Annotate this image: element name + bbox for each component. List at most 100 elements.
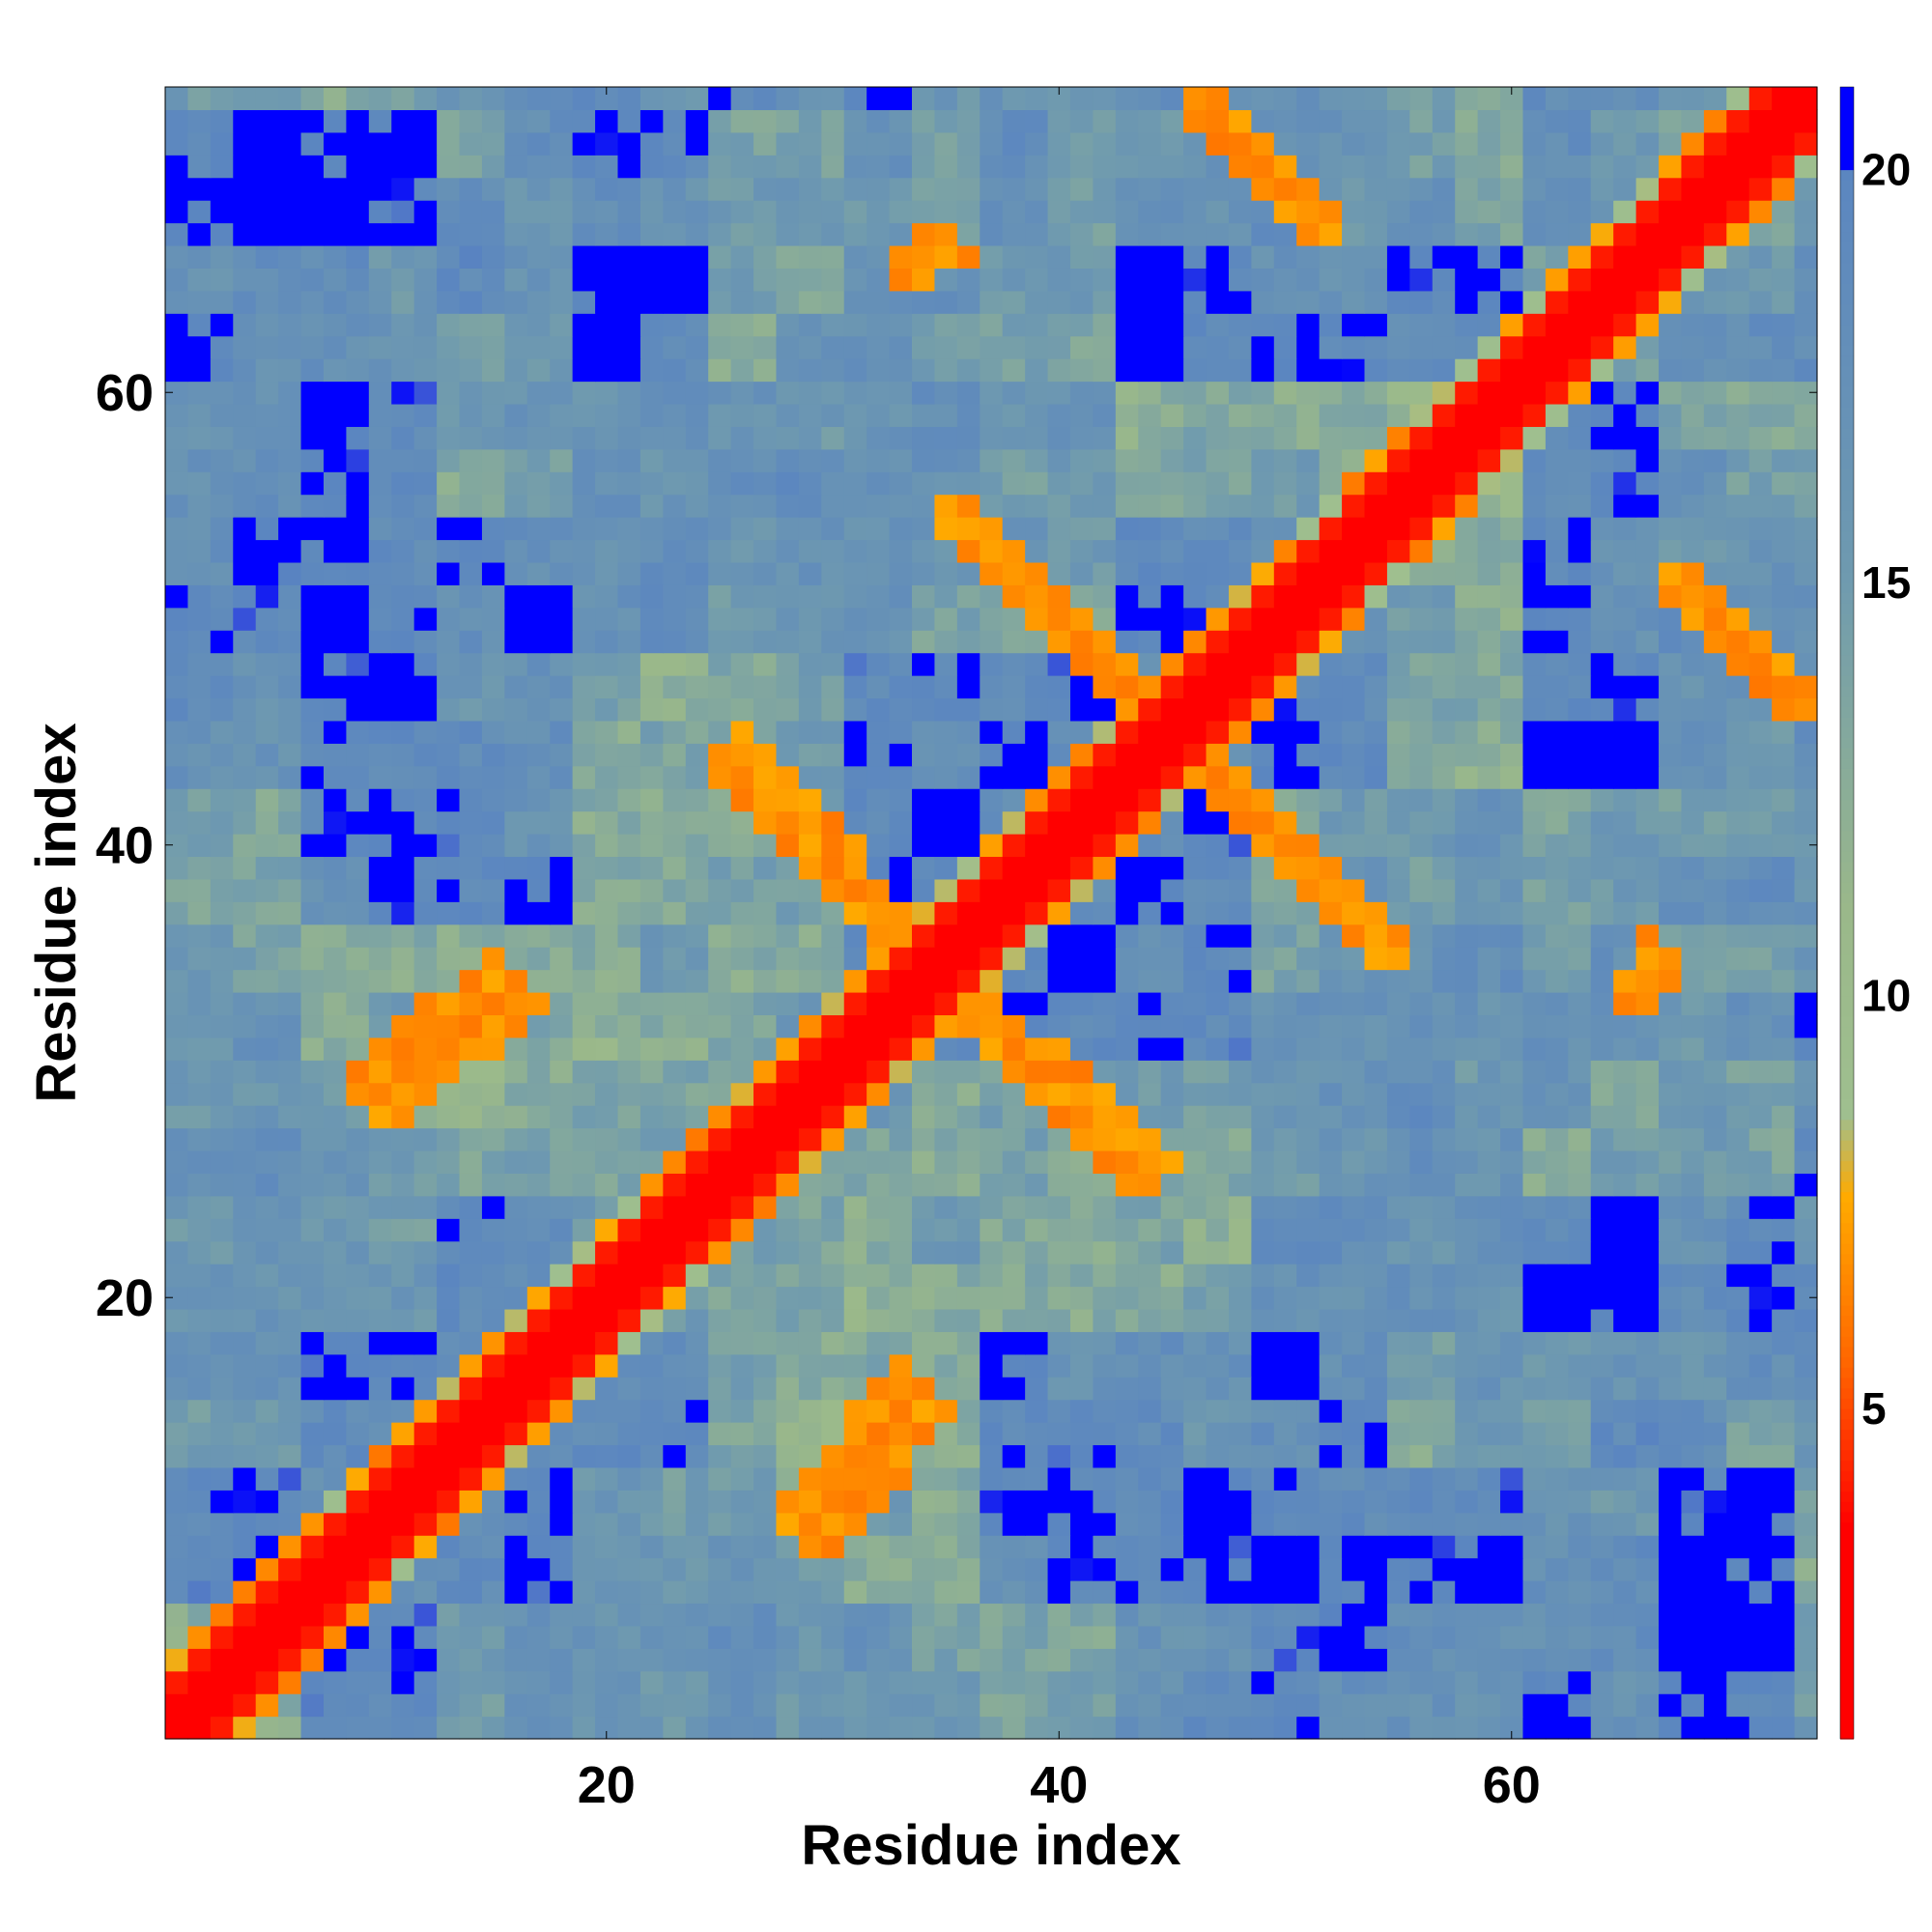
heatmap-cell <box>210 381 234 405</box>
heatmap-cell <box>1500 1444 1524 1468</box>
heatmap-cell <box>934 358 958 383</box>
heatmap-cell <box>1386 878 1410 902</box>
heatmap-cell <box>1183 923 1208 948</box>
heatmap-cell <box>210 200 234 224</box>
heatmap-cell <box>1500 607 1524 631</box>
heatmap-cell <box>1545 1625 1569 1649</box>
heatmap-cell <box>1251 290 1275 314</box>
heatmap-cell <box>1455 517 1479 541</box>
heatmap-cell <box>685 1105 709 1129</box>
heatmap-cell <box>1002 765 1026 789</box>
heatmap-cell <box>255 1580 279 1605</box>
heatmap-cell <box>165 1490 189 1514</box>
heatmap-cell <box>1183 561 1208 585</box>
heatmap-cell <box>1002 448 1026 472</box>
heatmap-cell <box>233 1535 257 1559</box>
heatmap-cell <box>1206 630 1230 654</box>
heatmap-cell <box>1386 1150 1410 1174</box>
heatmap-cell <box>1409 1037 1434 1061</box>
heatmap-cell <box>730 765 754 789</box>
heatmap-cell <box>1455 448 1479 472</box>
heatmap-cell <box>210 652 234 676</box>
heatmap-cell <box>980 1264 1004 1288</box>
heatmap-cell <box>1500 834 1524 858</box>
heatmap-cell <box>1273 381 1297 405</box>
heatmap-cell <box>459 1490 483 1514</box>
heatmap-cell <box>187 561 212 585</box>
heatmap-cell <box>1093 426 1117 450</box>
heatmap-cell <box>481 1490 505 1514</box>
heatmap-cell <box>595 358 619 383</box>
heatmap-cell <box>1115 720 1139 744</box>
heatmap-cell <box>934 494 958 518</box>
heatmap-cell <box>617 1557 641 1581</box>
heatmap-cell <box>526 335 551 359</box>
heatmap-cell <box>595 1512 619 1536</box>
heatmap-cell <box>255 426 279 450</box>
heatmap-cell <box>617 1105 641 1129</box>
heatmap-cell <box>956 720 980 744</box>
heatmap-cell <box>1069 1625 1094 1649</box>
heatmap-cell <box>1319 765 1343 789</box>
heatmap-cell <box>1590 630 1614 654</box>
heatmap-cell <box>685 448 709 472</box>
heatmap-cell <box>437 1557 461 1581</box>
heatmap-cell <box>1726 561 1750 585</box>
heatmap-cell <box>912 517 936 541</box>
heatmap-cell <box>843 244 867 269</box>
heatmap-cell <box>459 448 483 472</box>
heatmap-cell <box>1590 1060 1614 1084</box>
heatmap-cell <box>1455 991 1479 1016</box>
heatmap-cell <box>233 878 257 902</box>
heatmap-cell <box>1568 788 1592 812</box>
heatmap-cell <box>956 1512 980 1536</box>
heatmap-cell <box>639 630 664 654</box>
heatmap-cell <box>165 1580 189 1605</box>
heatmap-cell <box>798 517 822 541</box>
heatmap-cell <box>1115 1264 1139 1288</box>
heatmap-cell <box>1138 607 1162 631</box>
heatmap-cell <box>1703 1625 1727 1649</box>
heatmap-cell <box>1273 1353 1297 1378</box>
heatmap-cell <box>550 991 574 1016</box>
heatmap-cell <box>867 607 891 631</box>
heatmap-cell <box>1228 1150 1252 1174</box>
heatmap-cell <box>595 1127 619 1151</box>
heatmap-cell <box>1138 991 1162 1016</box>
heatmap-cell <box>1115 1331 1139 1355</box>
heatmap-cell <box>1635 517 1660 541</box>
heatmap-cell <box>1500 1399 1524 1423</box>
heatmap-cell <box>300 268 325 292</box>
heatmap-cell <box>233 969 257 993</box>
heatmap-cell <box>278 878 302 902</box>
heatmap-cell <box>1386 1490 1410 1514</box>
heatmap-cell <box>413 1693 438 1718</box>
heatmap-cell <box>550 222 574 246</box>
heatmap-cell <box>1613 584 1637 609</box>
heatmap-cell <box>550 1466 574 1491</box>
heatmap-cell <box>459 268 483 292</box>
heatmap-cell <box>1093 1399 1117 1423</box>
heatmap-cell <box>323 1286 347 1310</box>
heatmap-cell <box>1047 290 1071 314</box>
heatmap-cell <box>639 177 664 201</box>
heatmap-cell <box>187 335 212 359</box>
heatmap-cell <box>843 834 867 858</box>
heatmap-cell <box>278 1127 302 1151</box>
heatmap-cell <box>1273 1648 1297 1672</box>
heatmap-cell <box>1160 494 1184 518</box>
heatmap-cell <box>437 539 461 563</box>
heatmap-cell <box>233 630 257 654</box>
heatmap-cell <box>1568 494 1592 518</box>
heatmap-cell <box>730 1557 754 1581</box>
heatmap-cell <box>1025 268 1049 292</box>
heatmap-cell <box>1296 381 1321 405</box>
heatmap-cell <box>639 1535 664 1559</box>
heatmap-cell <box>1047 697 1071 722</box>
heatmap-cell <box>437 584 461 609</box>
heatmap-cell <box>1477 675 1501 699</box>
heatmap-cell <box>459 1195 483 1219</box>
heatmap-cell <box>1386 1444 1410 1468</box>
heatmap-cell <box>1251 788 1275 812</box>
heatmap-cell <box>255 834 279 858</box>
